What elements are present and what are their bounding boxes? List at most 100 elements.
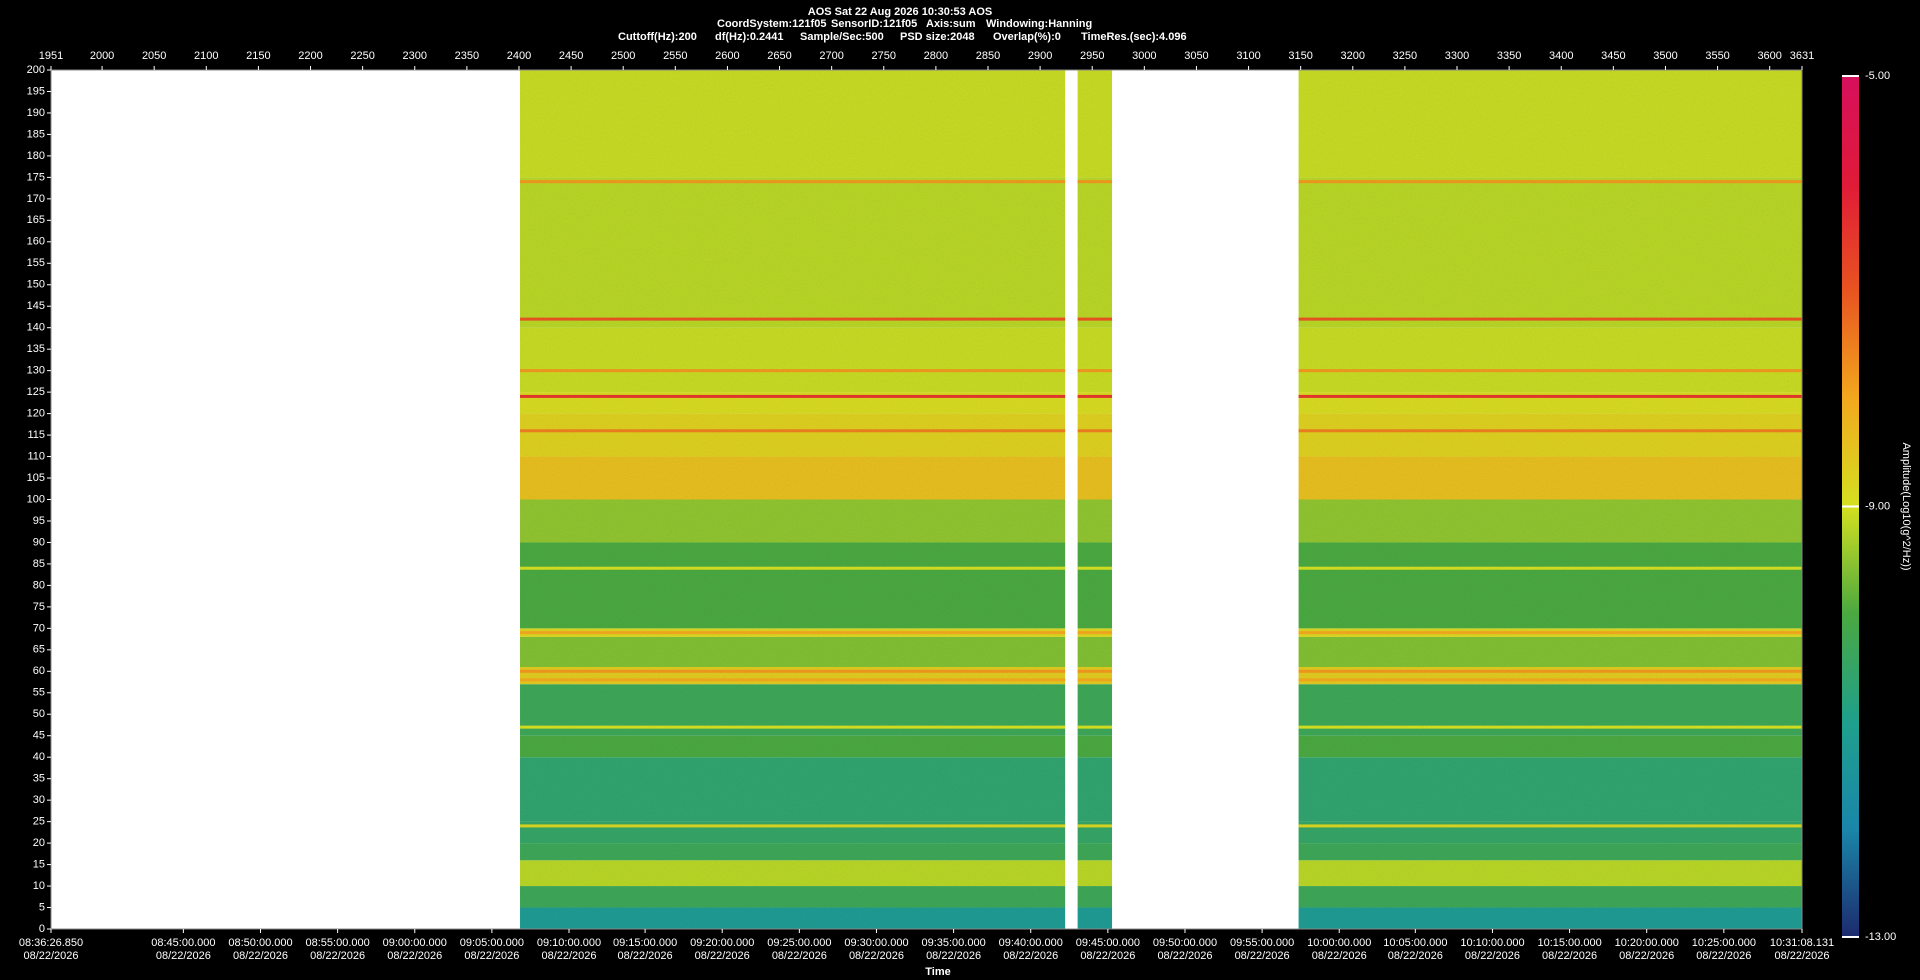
x-tick-label: 3450 <box>1601 50 1625 62</box>
time-tick-label: 08:45:00.000 <box>151 937 215 949</box>
time-tick-date: 08/22/2026 <box>849 950 904 962</box>
y-tick-label: 70 <box>33 622 45 634</box>
y-tick-label: 190 <box>27 107 45 119</box>
y-tick-label: 20 <box>33 837 45 849</box>
time-tick-label: 08:50:00.000 <box>228 937 292 949</box>
y-tick-label: 30 <box>33 794 45 806</box>
time-tick-date: 08/22/2026 <box>695 950 750 962</box>
y-tick-label: 135 <box>27 343 45 355</box>
y-tick-label: 40 <box>33 751 45 763</box>
x-tick-label: 3300 <box>1445 50 1469 62</box>
time-tick-date: 08/22/2026 <box>772 950 827 962</box>
time-tick-date: 08/22/2026 <box>541 950 596 962</box>
header-item: Overlap(%):0 <box>993 31 1061 43</box>
x-tick-label: 3550 <box>1705 50 1729 62</box>
header-item: Cuttoff(Hz):200 <box>618 31 697 43</box>
time-tick-label: 08:55:00.000 <box>306 937 370 949</box>
y-tick-label: 200 <box>27 64 45 76</box>
noise-texture <box>1077 70 1113 929</box>
y-tick-label: 45 <box>33 730 45 742</box>
time-tick-date: 08/22/2026 <box>1388 950 1443 962</box>
y-tick-label: 55 <box>33 687 45 699</box>
y-tick-label: 60 <box>33 665 45 677</box>
y-tick-label: 110 <box>27 450 45 462</box>
x-tick-label: 2700 <box>819 50 843 62</box>
time-tick-label: 08:36:26.850 <box>19 937 83 949</box>
x-tick-label: 3350 <box>1497 50 1521 62</box>
time-tick-date: 08/22/2026 <box>23 950 78 962</box>
x-tick-label: 3100 <box>1236 50 1260 62</box>
x-tick-label: 2550 <box>663 50 687 62</box>
y-tick-label: 170 <box>27 193 45 205</box>
x-tick-label: 3500 <box>1653 50 1677 62</box>
x-tick-label: 3400 <box>1549 50 1573 62</box>
x-tick-label: 3000 <box>1132 50 1156 62</box>
time-tick-label: 09:05:00.000 <box>460 937 524 949</box>
x-tick-label: 2400 <box>507 50 531 62</box>
header-item: TimeRes.(sec):4.096 <box>1081 31 1187 43</box>
x-tick-label: 2600 <box>715 50 739 62</box>
x-tick-label: 2050 <box>142 50 166 62</box>
y-tick-label: 65 <box>33 644 45 656</box>
time-tick-label: 09:50:00.000 <box>1153 937 1217 949</box>
header-item: Windowing:Hanning <box>986 18 1092 30</box>
x-tick-label: 2500 <box>611 50 635 62</box>
x-tick-label: 2850 <box>976 50 1000 62</box>
chart-title: AOS Sat 22 Aug 2026 10:30:53 AOS <box>808 6 992 18</box>
time-tick-label: 09:20:00.000 <box>690 937 754 949</box>
time-tick-date: 08/22/2026 <box>1465 950 1520 962</box>
y-tick-label: 185 <box>27 128 45 140</box>
x-tick-label: 2200 <box>298 50 322 62</box>
y-tick-label: 5 <box>39 901 45 913</box>
y-tick-label: 95 <box>33 515 45 527</box>
y-tick-label: 15 <box>33 858 45 870</box>
x-tick-label: 2750 <box>872 50 896 62</box>
time-tick-label: 09:40:00.000 <box>999 937 1063 949</box>
x-axis-label: Time <box>925 966 950 978</box>
x-tick-label: 3200 <box>1341 50 1365 62</box>
time-tick-label: 09:30:00.000 <box>844 937 908 949</box>
y-tick-label: 75 <box>33 601 45 613</box>
time-tick-label: 09:35:00.000 <box>921 937 985 949</box>
x-tick-label: 2100 <box>194 50 218 62</box>
header-item: Sample/Sec:500 <box>800 31 884 43</box>
x-tick-label: 1951 <box>39 50 63 62</box>
time-tick-label: 10:15:00.000 <box>1537 937 1601 949</box>
y-tick-label: 90 <box>33 536 45 548</box>
time-tick-date: 08/22/2026 <box>310 950 365 962</box>
time-tick-date: 08/22/2026 <box>156 950 211 962</box>
y-tick-label: 115 <box>27 429 45 441</box>
time-tick-date: 08/22/2026 <box>1080 950 1135 962</box>
time-tick-label: 09:15:00.000 <box>613 937 677 949</box>
x-tick-label: 2800 <box>924 50 948 62</box>
time-tick-label: 10:20:00.000 <box>1615 937 1679 949</box>
time-tick-label: 09:10:00.000 <box>537 937 601 949</box>
time-tick-date: 08/22/2026 <box>1003 950 1058 962</box>
time-tick-date: 08/22/2026 <box>1774 950 1829 962</box>
time-tick-date: 08/22/2026 <box>233 950 288 962</box>
x-tick-label: 2900 <box>1028 50 1052 62</box>
y-tick-label: 85 <box>33 558 45 570</box>
y-tick-label: 80 <box>33 579 45 591</box>
time-tick-label: 09:00:00.000 <box>383 937 447 949</box>
noise-texture <box>1298 70 1802 929</box>
time-tick-date: 08/22/2026 <box>1312 950 1367 962</box>
header-item: SensorID:121f05 <box>831 18 917 30</box>
y-tick-label: 105 <box>27 472 45 484</box>
header-item: df(Hz):0.2441 <box>715 31 783 43</box>
time-tick-label: 10:10:00.000 <box>1460 937 1524 949</box>
time-tick-label: 09:55:00.000 <box>1230 937 1294 949</box>
y-tick-label: 35 <box>33 773 45 785</box>
x-tick-label: 3250 <box>1393 50 1417 62</box>
time-tick-date: 08/22/2026 <box>1619 950 1674 962</box>
y-tick-label: 160 <box>27 236 45 248</box>
x-tick-label: 2250 <box>350 50 374 62</box>
time-tick-label: 10:31:08.131 <box>1770 937 1834 949</box>
y-tick-label: 165 <box>27 214 45 226</box>
y-tick-label: 120 <box>27 408 45 420</box>
y-tick-label: 140 <box>27 322 45 334</box>
time-tick-label: 09:25:00.000 <box>767 937 831 949</box>
y-tick-label: 130 <box>27 365 45 377</box>
time-tick-label: 10:05:00.000 <box>1383 937 1447 949</box>
